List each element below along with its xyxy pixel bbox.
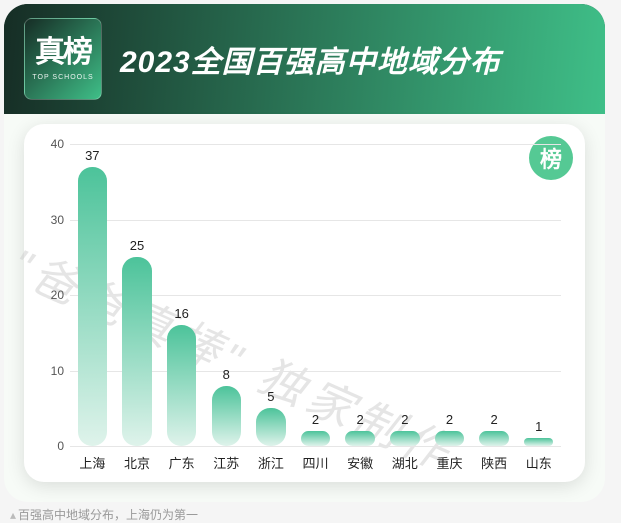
bar-value: 2 (446, 412, 453, 427)
bar-slot: 2 (472, 144, 517, 446)
bar-slot: 2 (338, 144, 383, 446)
bar-slot: 2 (293, 144, 338, 446)
logo-sub: TOP SCHOOLS (32, 74, 93, 81)
bar (301, 431, 330, 446)
x-axis-labels: 上海北京广东江苏浙江四川安徽湖北重庆陕西山东 (70, 453, 561, 472)
chart-panel: "爸爸真棒" 独家制作 榜 010203040 37251685222221 上… (24, 124, 585, 482)
bar-slot: 16 (159, 144, 204, 446)
bar (167, 325, 196, 446)
bar (122, 257, 151, 446)
x-label: 四川 (293, 453, 338, 472)
x-label: 上海 (70, 453, 115, 472)
chart-title: 2023全国百强高中地域分布 (120, 37, 501, 81)
bar-value: 2 (312, 412, 319, 427)
bar-slot: 25 (115, 144, 160, 446)
gridline (70, 446, 561, 447)
bar-slot: 2 (382, 144, 427, 446)
y-tick-label: 0 (40, 439, 64, 453)
bars: 37 25 16 8 5 2 2 2 2 2 1 (70, 144, 561, 446)
chart-card: 真榜 TOP SCHOOLS 2023全国百强高中地域分布 "爸爸真棒" 独家制… (4, 4, 605, 502)
header: 真榜 TOP SCHOOLS 2023全国百强高中地域分布 (4, 4, 605, 114)
bar-value: 25 (130, 238, 144, 253)
x-label: 湖北 (382, 453, 427, 472)
bar-value: 2 (357, 412, 364, 427)
x-label: 重庆 (427, 453, 472, 472)
logo-main: 真榜 (35, 38, 91, 68)
bar (345, 431, 374, 446)
bar-value: 2 (490, 412, 497, 427)
y-tick-label: 10 (40, 364, 64, 378)
y-tick-label: 40 (40, 137, 64, 151)
x-label: 山东 (516, 453, 561, 472)
caption: ▴百强高中地域分布，上海仍为第一 (10, 506, 621, 523)
x-label: 安徽 (338, 453, 383, 472)
y-tick-label: 30 (40, 213, 64, 227)
x-label: 北京 (115, 453, 160, 472)
bar (256, 408, 285, 446)
x-label: 广东 (159, 453, 204, 472)
caption-text: 百强高中地域分布，上海仍为第一 (18, 508, 198, 522)
bar (479, 431, 508, 446)
bar-value: 2 (401, 412, 408, 427)
bar (390, 431, 419, 446)
bar-slot: 5 (249, 144, 294, 446)
bar-value: 5 (267, 389, 274, 404)
x-label: 浙江 (249, 453, 294, 472)
bar (435, 431, 464, 446)
x-label: 江苏 (204, 453, 249, 472)
caret-icon: ▴ (10, 508, 16, 522)
bar-value: 1 (535, 419, 542, 434)
bar-slot: 8 (204, 144, 249, 446)
x-label: 陕西 (472, 453, 517, 472)
logo-badge: 真榜 TOP SCHOOLS (24, 18, 102, 100)
bar-slot: 1 (516, 144, 561, 446)
bar (78, 167, 107, 446)
y-tick-label: 20 (40, 288, 64, 302)
bar-slot: 37 (70, 144, 115, 446)
bar (212, 386, 241, 446)
bar-value: 37 (85, 148, 99, 163)
bar-value: 8 (223, 367, 230, 382)
plot-area: 010203040 37251685222221 (70, 144, 561, 446)
bar-value: 16 (174, 306, 188, 321)
bar-slot: 2 (427, 144, 472, 446)
bar (524, 438, 553, 446)
